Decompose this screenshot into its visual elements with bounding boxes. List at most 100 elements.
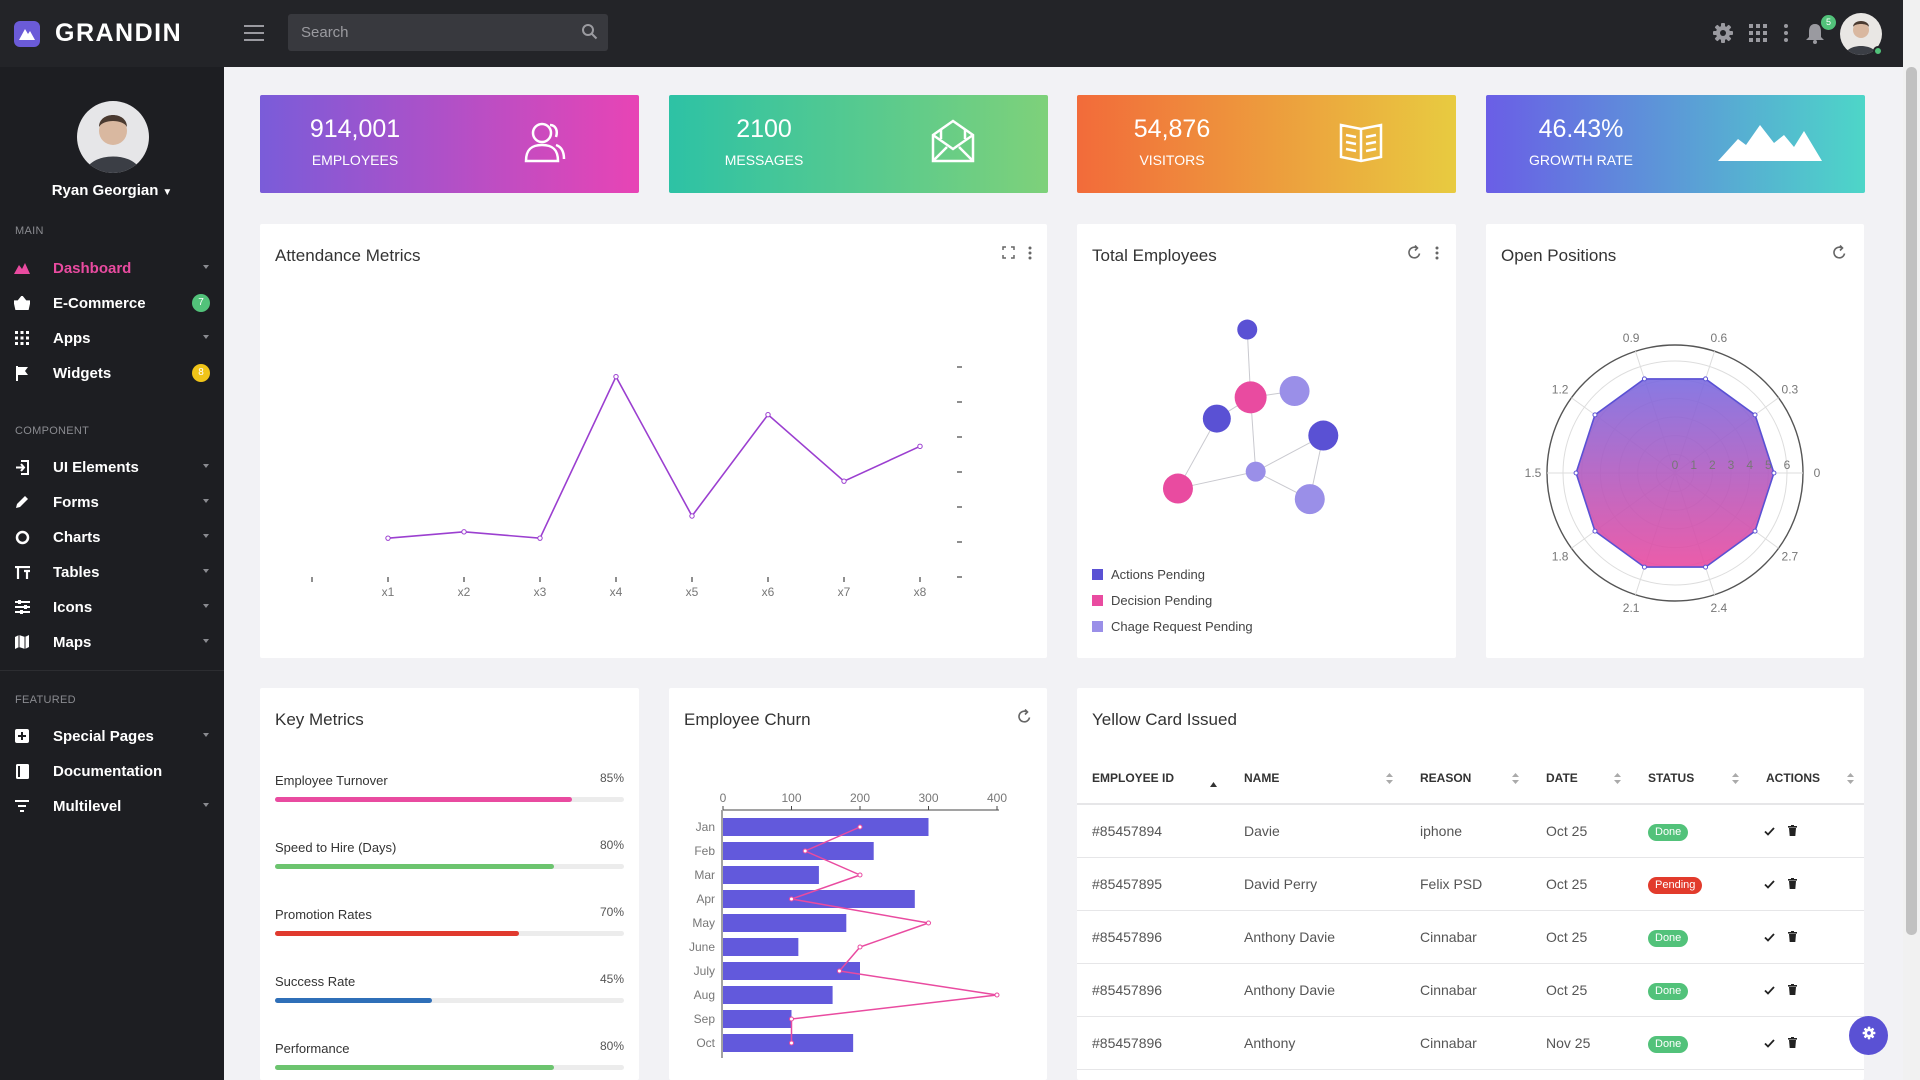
more-vertical-icon[interactable] [1028,246,1032,265]
x-tick-label: x5 [686,585,699,599]
stat-card-visitors[interactable]: 54,876 VISITORS [1077,95,1456,193]
fullscreen-icon[interactable] [1002,246,1015,264]
cell-date: Oct 25 [1546,929,1588,945]
sidebar-item-multilevel[interactable]: Multilevel [0,791,224,821]
radar-area [1575,378,1775,568]
settings-fab[interactable] [1849,1016,1888,1055]
brand-logo-icon [14,20,40,47]
sort-icon[interactable] [1614,771,1621,789]
search-icon[interactable] [581,23,598,45]
profile-avatar[interactable] [77,101,149,173]
y-tick-label: Feb [694,844,715,858]
column-header-name[interactable]: NAME [1244,771,1280,785]
sidebar-item-documentation[interactable]: Documentation [0,756,224,786]
refresh-icon[interactable] [1017,708,1032,729]
key-metric-value: 80% [599,838,624,852]
check-icon[interactable] [1764,929,1775,947]
radar-angle-label: 1.5 [1525,466,1542,480]
stat-card-employees[interactable]: 914,001 EMPLOYEES [260,95,639,193]
x-tick-label: x6 [762,585,775,599]
graph-node [1308,420,1339,451]
sort-icon[interactable] [1386,771,1393,789]
radar-radial-tick: 0 [1672,458,1679,472]
column-header-actions[interactable]: ACTIONS [1766,771,1820,785]
trash-icon[interactable] [1788,929,1797,947]
cell-date: Oct 25 [1546,982,1588,998]
search-input[interactable] [288,14,568,51]
key-metric-row: Promotion Rates 70% [275,905,624,947]
scrollbar-thumb[interactable] [1906,67,1917,935]
x-tick-label: 200 [850,791,870,805]
sidebar-item-charts[interactable]: Charts [0,522,224,552]
sort-asc-icon[interactable] [1210,774,1217,792]
churn-bar [723,986,833,1004]
radar-radial-tick: 5 [1765,458,1772,472]
cell-reason: Cinnabar [1420,982,1477,998]
sidebar-item-maps[interactable]: Maps [0,627,224,657]
gear-icon[interactable] [1712,22,1734,49]
sidebar-item-dashboard[interactable]: Dashboard [0,253,224,283]
trash-icon[interactable] [1788,823,1797,841]
employee-churn-bar-chart: 0 100 200 300 400 Jan Feb Mar Apr May June July Aug S… [689,791,1007,1058]
more-vertical-icon[interactable] [1435,246,1439,265]
stat-card-messages[interactable]: 2100 MESSAGES [669,95,1048,193]
sidebar-item-widgets[interactable]: Widgets 8 [0,358,224,388]
progress-fill [275,931,520,936]
more-vertical-icon[interactable] [1783,24,1789,47]
table-row: #85457894 Davie iphone Oct 25 Done [1077,805,1864,858]
graph-node [1294,484,1325,515]
legend-label: Decision Pending [1111,592,1213,608]
key-metric-label: Employee Turnover [275,773,388,788]
sort-icon[interactable] [1732,771,1739,789]
trash-icon[interactable] [1788,876,1797,894]
graph-node [1237,319,1258,340]
x-tick-label: x3 [534,585,547,599]
radar-point [1752,528,1758,534]
sidebar-item-label: Tables [53,564,100,581]
check-icon[interactable] [1764,982,1775,1000]
refresh-icon[interactable] [1832,244,1847,265]
sidebar-item-tables[interactable]: Tables [0,557,224,587]
check-icon[interactable] [1764,823,1775,841]
grid-icon [14,330,30,346]
y-tick-label: Sep [694,1012,716,1026]
sidebar-item-special-pages[interactable]: Special Pages [0,721,224,751]
sidebar-item-forms[interactable]: Forms [0,487,224,517]
churn-line-point [789,896,794,902]
column-header-employee-id[interactable]: EMPLOYEE ID [1092,771,1175,785]
table-row: #85457896 Anthony Davie Cinnabar Oct 25 Done [1077,911,1864,964]
stat-card-growth-rate[interactable]: 46.43% GROWTH RATE [1486,95,1865,193]
refresh-icon[interactable] [1407,244,1422,265]
sort-icon[interactable] [1847,771,1854,789]
sidebar-item-label: E-Commerce [53,295,146,312]
profile-name-dropdown[interactable]: Ryan Georgian ▼ [0,182,224,199]
sort-icon[interactable] [1512,771,1519,789]
sidebar-item-e-commerce[interactable]: E-Commerce 7 [0,288,224,318]
sidebar-item-icons[interactable]: Icons [0,592,224,622]
check-icon[interactable] [1764,876,1775,894]
churn-line-point [857,872,863,878]
stat-value: 46.43% [1538,115,1624,143]
progress-fill [275,797,572,802]
sidebar-item-apps[interactable]: Apps [0,323,224,353]
trash-icon[interactable] [1788,1035,1797,1053]
sidebar-item-label: Dashboard [53,260,132,277]
brand[interactable]: GRANDIN [14,19,182,48]
radar-point [1703,376,1709,382]
apps-grid-icon[interactable] [1749,24,1767,47]
sidebar-item-ui-elements[interactable]: UI Elements [0,452,224,482]
bell-icon[interactable] [1805,23,1825,49]
column-header-reason[interactable]: REASON [1420,771,1472,785]
column-header-status[interactable]: STATUS [1648,771,1695,785]
key-metric-label: Promotion Rates [275,907,372,922]
churn-bar [723,1034,854,1052]
trash-icon[interactable] [1788,982,1797,1000]
churn-line-point [789,1016,794,1022]
check-icon[interactable] [1764,1035,1775,1053]
column-header-date[interactable]: DATE [1546,771,1578,785]
menu-toggle-icon[interactable] [244,25,264,41]
key-metric-label: Speed to Hire (Days) [275,840,397,855]
radar-angle-label: 0.9 [1623,331,1640,345]
stat-value: 914,001 [309,115,401,143]
data-point [537,535,543,541]
